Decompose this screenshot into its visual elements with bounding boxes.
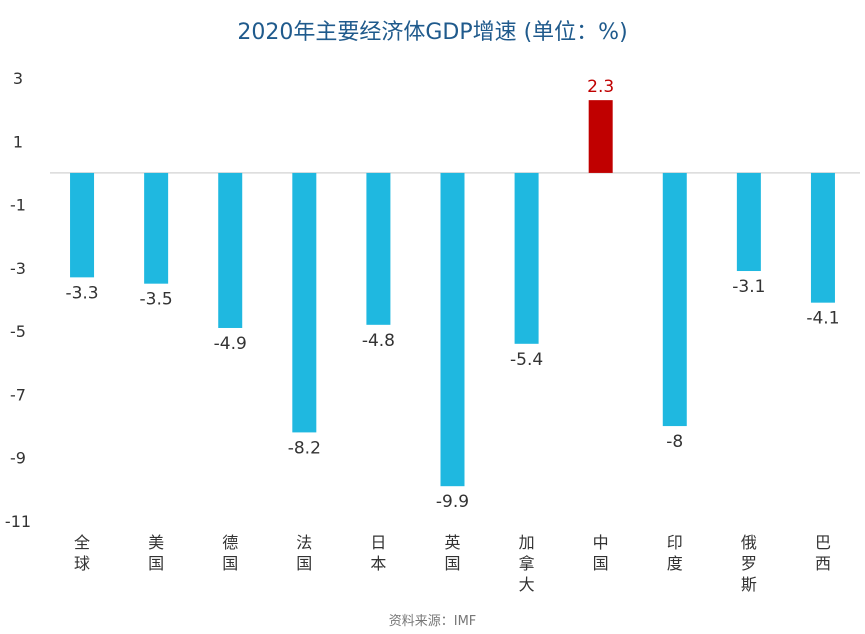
category-label-6: 英国: [444, 533, 460, 573]
bar-7: [514, 172, 539, 344]
y-tick-label: -1: [10, 196, 26, 215]
y-axis-ticks: 3 1 -1 -3 -5 -7 -9 -11: [5, 69, 31, 531]
y-tick-label: -11: [5, 512, 31, 531]
y-tick-label: -3: [10, 259, 26, 278]
category-label-2: 美国: [148, 533, 164, 573]
y-tick-label: -7: [10, 385, 26, 404]
value-label-9: -8: [666, 432, 683, 452]
bar-1: [70, 172, 95, 278]
bar-9: [662, 172, 687, 427]
y-tick-label: 1: [13, 132, 23, 151]
category-label-4: 法国: [296, 533, 312, 573]
value-label-7: -5.4: [510, 350, 543, 370]
category-label-10: 俄罗斯: [741, 533, 757, 594]
bar-8: [588, 100, 613, 173]
category-label-8: 中国: [593, 533, 609, 573]
bar-11: [810, 172, 835, 303]
value-label-6: -9.9: [436, 492, 469, 512]
value-label-5: -4.8: [362, 331, 395, 351]
value-label-1: -3.3: [65, 283, 98, 303]
category-label-7: 加拿大: [519, 533, 535, 594]
category-labels: 全球 美国 德国 法国 日本 英国 加拿大 中国 印度 俄罗斯 巴西: [74, 533, 831, 594]
value-label-3: -4.9: [214, 334, 247, 354]
chart-title: 2020年主要经济体GDP增速 (单位：%): [237, 20, 628, 45]
bar-5: [366, 172, 391, 325]
bar-chart: 3 1 -1 -3 -5 -7 -9 -11 -3.3 -3.5 -4.9 -8.2 -4.8 -9.9…: [5, 69, 860, 594]
y-tick-label: 3: [13, 69, 23, 88]
bar-3: [218, 172, 243, 328]
bar-10: [736, 172, 761, 272]
bars: [70, 100, 835, 487]
y-tick-label: -5: [10, 322, 26, 341]
category-label-1: 全球: [74, 533, 90, 573]
bar-4: [292, 172, 317, 433]
value-label-11: -4.1: [806, 309, 839, 329]
bar-6: [440, 172, 465, 487]
category-label-9: 印度: [667, 533, 683, 573]
category-label-11: 巴西: [815, 533, 831, 573]
value-label-4: -8.2: [288, 438, 321, 458]
source-note: 资料来源：IMF: [388, 614, 477, 629]
value-label-2: -3.5: [140, 290, 173, 310]
value-label-10: -3.1: [732, 277, 765, 297]
bar-2: [144, 172, 169, 284]
category-label-5: 日本: [370, 533, 386, 573]
category-label-3: 德国: [222, 533, 238, 573]
y-tick-label: -9: [10, 449, 26, 468]
value-label-8: 2.3: [587, 77, 614, 97]
value-labels: -3.3 -3.5 -4.9 -8.2 -4.8 -9.9 -5.4 2.3 -8 -3.1 -4.…: [65, 77, 839, 512]
